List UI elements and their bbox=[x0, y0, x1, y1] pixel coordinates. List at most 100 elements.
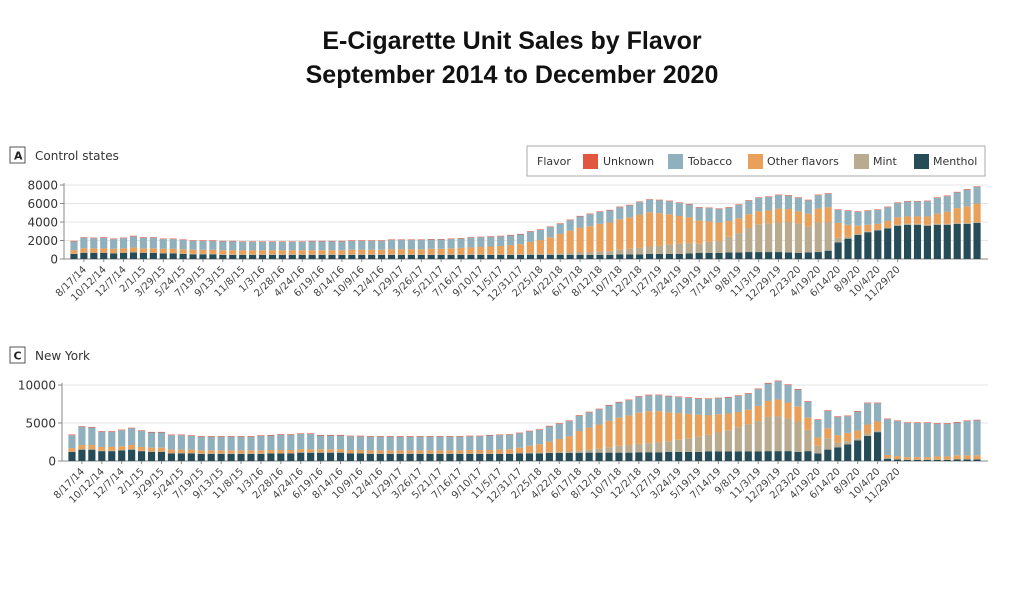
panel-a-bar-tobacco bbox=[933, 197, 941, 214]
panel-c-bar-unknown bbox=[943, 423, 951, 424]
panel-c-bar-tobacco bbox=[247, 436, 255, 451]
panel-c-bar-stack bbox=[366, 436, 374, 461]
panel-c-bar-stack bbox=[307, 433, 315, 461]
panel-c-bar-unknown bbox=[247, 436, 255, 437]
panel-a-bar-mint bbox=[874, 229, 882, 231]
panel-a-bar-stack bbox=[80, 237, 88, 259]
panel-c-bar-stack bbox=[754, 388, 762, 461]
panel-c-bar-stack bbox=[774, 380, 782, 461]
panel-c-bar-stack bbox=[177, 434, 185, 461]
panel-c-bar-other-flavors bbox=[834, 435, 842, 443]
panel-c-bar-other-flavors bbox=[655, 411, 663, 443]
panel-a-bar-menthol bbox=[933, 224, 941, 259]
panel-a-bar-other-flavors bbox=[487, 246, 495, 255]
panel-c-bar-unknown bbox=[655, 394, 663, 396]
panel-a-bar-unknown bbox=[665, 200, 673, 202]
panel-c-bar-stack bbox=[605, 404, 613, 461]
panel-a-bar-other-flavors bbox=[318, 250, 326, 255]
panel-c-bar-stack bbox=[446, 436, 454, 461]
panel-a-bar-tobacco bbox=[526, 231, 535, 242]
panel-c-bar-stack bbox=[506, 434, 514, 461]
panel-a-bar-other-flavors bbox=[199, 249, 207, 254]
panel-a-bar-menthol bbox=[616, 254, 624, 260]
chart-title: E-Cigarette Unit Sales by Flavor bbox=[322, 27, 702, 55]
panel-a-bar-mint bbox=[755, 224, 763, 253]
panel-c-bar-other-flavors bbox=[814, 437, 822, 446]
panel-c-bar-stack bbox=[844, 415, 852, 461]
panel-a-bar-menthol bbox=[80, 252, 88, 259]
panel-c-bar-other-flavors bbox=[515, 447, 524, 454]
panel-c-bar-tobacco bbox=[943, 423, 951, 457]
panel-c-bar-tobacco bbox=[366, 436, 374, 451]
panel-a-bar-menthol bbox=[159, 253, 167, 259]
panel-c-bar-tobacco bbox=[893, 421, 902, 457]
panel-a-bar-mint bbox=[794, 223, 802, 253]
panel-c-bar-mint bbox=[854, 438, 862, 441]
panel-a-bar-menthol bbox=[348, 254, 356, 259]
panel-c-bar-stack bbox=[515, 432, 524, 461]
panel-a-bar-unknown bbox=[239, 241, 247, 242]
panel-c-bar-mint bbox=[555, 451, 563, 454]
panel-a-bar-unknown bbox=[308, 240, 316, 242]
panel-c-bar-menthol bbox=[326, 452, 335, 461]
panel-c-bar-other-flavors bbox=[525, 445, 534, 453]
panel-c-bar-other-flavors bbox=[227, 450, 235, 454]
panel-a-bar-tobacco bbox=[249, 241, 257, 251]
panel-a-bar-tobacco bbox=[457, 238, 465, 248]
panel-a-bar-tobacco bbox=[576, 216, 584, 228]
panel-a-bar-unknown bbox=[159, 238, 167, 240]
panel-a-bar-stack bbox=[586, 213, 594, 259]
panel-a-bar-menthol bbox=[963, 223, 971, 259]
panel-c-bar-stack bbox=[326, 434, 335, 461]
panel-c-bar-tobacco bbox=[834, 416, 842, 436]
panel-a-bar-tobacco bbox=[596, 211, 604, 224]
panel-c-bar-stack bbox=[257, 435, 265, 461]
panel-a-bar-unknown bbox=[725, 207, 733, 208]
panel-a-bar-tobacco bbox=[705, 208, 713, 222]
panel-a-bar-unknown bbox=[80, 237, 88, 238]
panel-c-bar-stack bbox=[197, 436, 205, 461]
panel-c-letter-box bbox=[9, 346, 26, 364]
panel-c-bar-mint bbox=[704, 434, 713, 452]
panel-c-bar-unknown bbox=[356, 435, 364, 437]
legend-frame bbox=[526, 145, 986, 177]
panel-c-bar-menthol bbox=[317, 452, 325, 461]
panel-a-bar-tobacco bbox=[784, 195, 793, 210]
panel-a-bar-menthol bbox=[695, 252, 703, 259]
panel-c-bar-other-flavors bbox=[645, 411, 653, 444]
panel-c-bar-menthol bbox=[963, 459, 971, 461]
panel-c-bar-other-flavors bbox=[704, 415, 713, 435]
panel-a-bar-other-flavors bbox=[387, 249, 396, 255]
panel-c-bar-menthol bbox=[724, 451, 732, 461]
panel-c-bar-other-flavors bbox=[346, 449, 355, 454]
panel-a-bar-other-flavors bbox=[884, 221, 892, 228]
panel-c-bar-stack bbox=[297, 433, 305, 461]
panel-a-bar-stack bbox=[695, 207, 703, 259]
panel-a-bar-stack bbox=[596, 211, 604, 259]
panel-a-bar-stack bbox=[149, 237, 157, 259]
panel-c-bar-stack bbox=[963, 420, 971, 461]
panel-c-bar-mint bbox=[595, 448, 603, 453]
panel-a-bar-stack bbox=[507, 234, 515, 259]
panel-a-bar-unknown bbox=[129, 235, 138, 237]
panel-a-bar-stack bbox=[129, 235, 138, 259]
panel-a-bar-other-flavors bbox=[715, 222, 723, 241]
panel-c-bar-other-flavors bbox=[386, 450, 394, 454]
panel-a-bar-menthol bbox=[794, 252, 802, 259]
panel-a-bar-other-flavors bbox=[249, 250, 257, 255]
panel-a-bar-other-flavors bbox=[467, 247, 475, 255]
panel-c-bar-other-flavors bbox=[436, 450, 444, 454]
panel-c-bar-other-flavors bbox=[317, 449, 325, 453]
panel-a-bar-mint bbox=[566, 252, 574, 255]
panel-c-bar-stack bbox=[893, 420, 902, 461]
panel-a-bar-unknown bbox=[526, 231, 535, 232]
panel-c-bar-stack bbox=[645, 394, 653, 461]
panel-c-bar-unknown bbox=[177, 434, 185, 436]
panel-c-bar-other-flavors bbox=[854, 430, 862, 439]
panel-c-bar-tobacco bbox=[476, 436, 484, 450]
panel-c-bar-other-flavors bbox=[744, 409, 752, 425]
panel-a-bar-mint bbox=[943, 223, 951, 225]
panel-c-bar-other-flavors bbox=[356, 449, 364, 454]
panel-c-bar-unknown bbox=[446, 436, 454, 437]
panel-a-bar-other-flavors bbox=[675, 215, 683, 244]
